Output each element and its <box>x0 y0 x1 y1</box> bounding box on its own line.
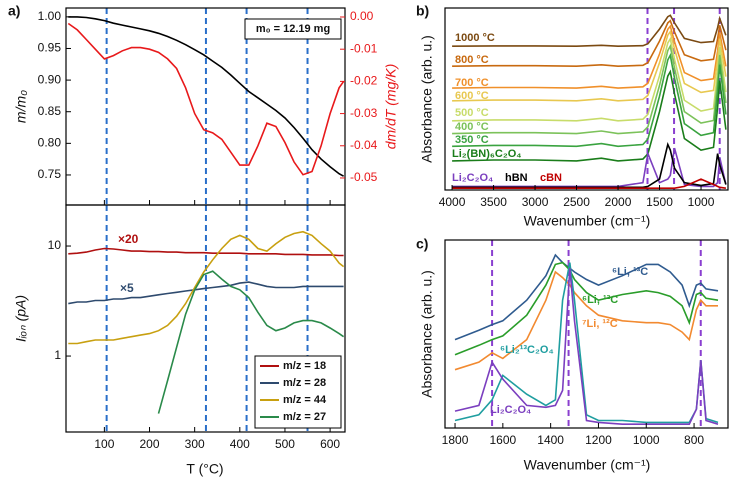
data-line <box>67 22 345 176</box>
y-tick-label: 0.90 <box>38 72 62 86</box>
annotation: ×5 <box>120 281 134 295</box>
series-label: Li₂(BN)₆C₂O₄ <box>452 148 522 160</box>
y2-tick-label: -0.03 <box>350 106 378 120</box>
x-axis-label: Wavenumber (cm⁻¹) <box>524 213 651 229</box>
data-line <box>454 261 719 356</box>
y-tick-label: 1.00 <box>38 9 62 23</box>
data-line <box>454 270 718 371</box>
x-tick-label: 1000 <box>688 195 715 209</box>
data-line <box>452 24 727 89</box>
data-line <box>452 36 727 122</box>
data-line <box>452 19 727 68</box>
y-tick-label: 0.95 <box>38 41 62 55</box>
plot-frame <box>444 7 729 191</box>
series-label: ⁶Li₂¹³C₂O₄ <box>500 344 554 356</box>
x-tick-label: 2500 <box>563 195 590 209</box>
legend-label: m/z = 44 <box>283 394 327 406</box>
data-line <box>68 16 344 177</box>
y2-tick-label: -0.04 <box>350 138 378 152</box>
y-axis-label: Absorbance (arb. u.) <box>419 270 435 398</box>
data-line <box>454 253 719 341</box>
x-tick-label: 1800 <box>442 433 469 447</box>
x-tick-label: 3500 <box>480 195 507 209</box>
x-tick-label: 600 <box>320 437 340 451</box>
data-line <box>454 262 719 424</box>
y-axis-label: m/m₀ <box>13 90 29 123</box>
y-tick-label: 0.85 <box>38 104 62 118</box>
x-tick-label: 1200 <box>585 433 612 447</box>
annotation: ×20 <box>118 232 139 246</box>
series-label: ⁶Li, ¹³C <box>612 266 648 278</box>
plot-frame <box>65 204 346 433</box>
data-line <box>68 281 344 305</box>
annotation-box <box>244 18 342 40</box>
x-axis-label: T (°C) <box>186 461 223 477</box>
data-line <box>452 14 727 48</box>
y2-tick-label: 0.00 <box>350 9 374 23</box>
y-tick-label: 1 <box>54 348 61 362</box>
series-label: cBN <box>540 172 562 184</box>
x-tick-label: 400 <box>230 437 250 451</box>
x-tick-label: 1600 <box>489 433 516 447</box>
x-tick-label: 2000 <box>605 195 632 209</box>
x-tick-label: 300 <box>185 437 205 451</box>
plot-frame <box>444 239 729 429</box>
x-tick-label: 100 <box>94 437 114 451</box>
series-label: 350 °C <box>455 134 489 146</box>
x-tick-label: 1000 <box>633 433 660 447</box>
data-line <box>68 247 344 257</box>
panel-label: a) <box>8 3 20 19</box>
panel-label: c) <box>416 236 428 252</box>
x-tick-label: 1400 <box>537 433 564 447</box>
legend-label: m/z = 27 <box>283 411 326 423</box>
legend-label: m/z = 28 <box>283 377 326 389</box>
x-tick-label: 3000 <box>522 195 549 209</box>
y2-tick-label: -0.05 <box>350 170 378 184</box>
x-tick-label: 4000 <box>439 195 466 209</box>
legend-box <box>254 355 342 429</box>
x-tick-label: 500 <box>275 437 295 451</box>
series-label: 400 °C <box>455 121 489 133</box>
y-tick-label: 0.80 <box>38 136 62 150</box>
data-line <box>452 69 727 162</box>
y-tick-label: 0.75 <box>38 167 62 181</box>
x-tick-label: 800 <box>684 433 704 447</box>
annotation: m₀ = 12.19 mg <box>256 23 330 35</box>
x-tick-label: 200 <box>140 437 160 451</box>
y2-tick-label: -0.02 <box>350 74 378 88</box>
data-line <box>452 29 727 102</box>
panel-label: b) <box>416 3 429 19</box>
series-label: Li₂C₂O₄ <box>490 404 531 416</box>
data-line <box>452 142 727 189</box>
x-axis-label: Wavenumber (cm⁻¹) <box>524 457 651 473</box>
data-line <box>452 178 727 189</box>
y-axis-label: Iᵢₒₙ (pA) <box>13 295 29 342</box>
y-tick-label: 10 <box>48 238 62 252</box>
y-axis-label: Absorbance (arb. u.) <box>419 35 435 163</box>
data-line <box>452 52 727 148</box>
series-label: ⁷Li, ¹²C <box>582 318 618 330</box>
y2-tick-label: -0.01 <box>350 41 378 55</box>
data-line <box>452 147 727 188</box>
data-line <box>68 230 345 345</box>
legend-label: m/z = 18 <box>283 360 326 372</box>
series-label: 800 °C <box>455 54 489 66</box>
data-line <box>452 43 727 135</box>
series-label: hBN <box>505 172 528 184</box>
series-label: ⁶Li, ¹²C <box>582 294 618 306</box>
data-line <box>157 270 345 414</box>
y2-axis-label: dm/dT (mg/K) <box>383 64 399 150</box>
x-tick-label: 1500 <box>646 195 673 209</box>
series-label: 1000 °C <box>455 32 495 44</box>
series-label: 600 °C <box>455 90 489 102</box>
series-label: Li₂C₂O₄ <box>452 172 493 184</box>
series-label: 700 °C <box>455 77 489 89</box>
series-label: 500 °C <box>455 107 489 119</box>
data-line <box>454 268 719 425</box>
